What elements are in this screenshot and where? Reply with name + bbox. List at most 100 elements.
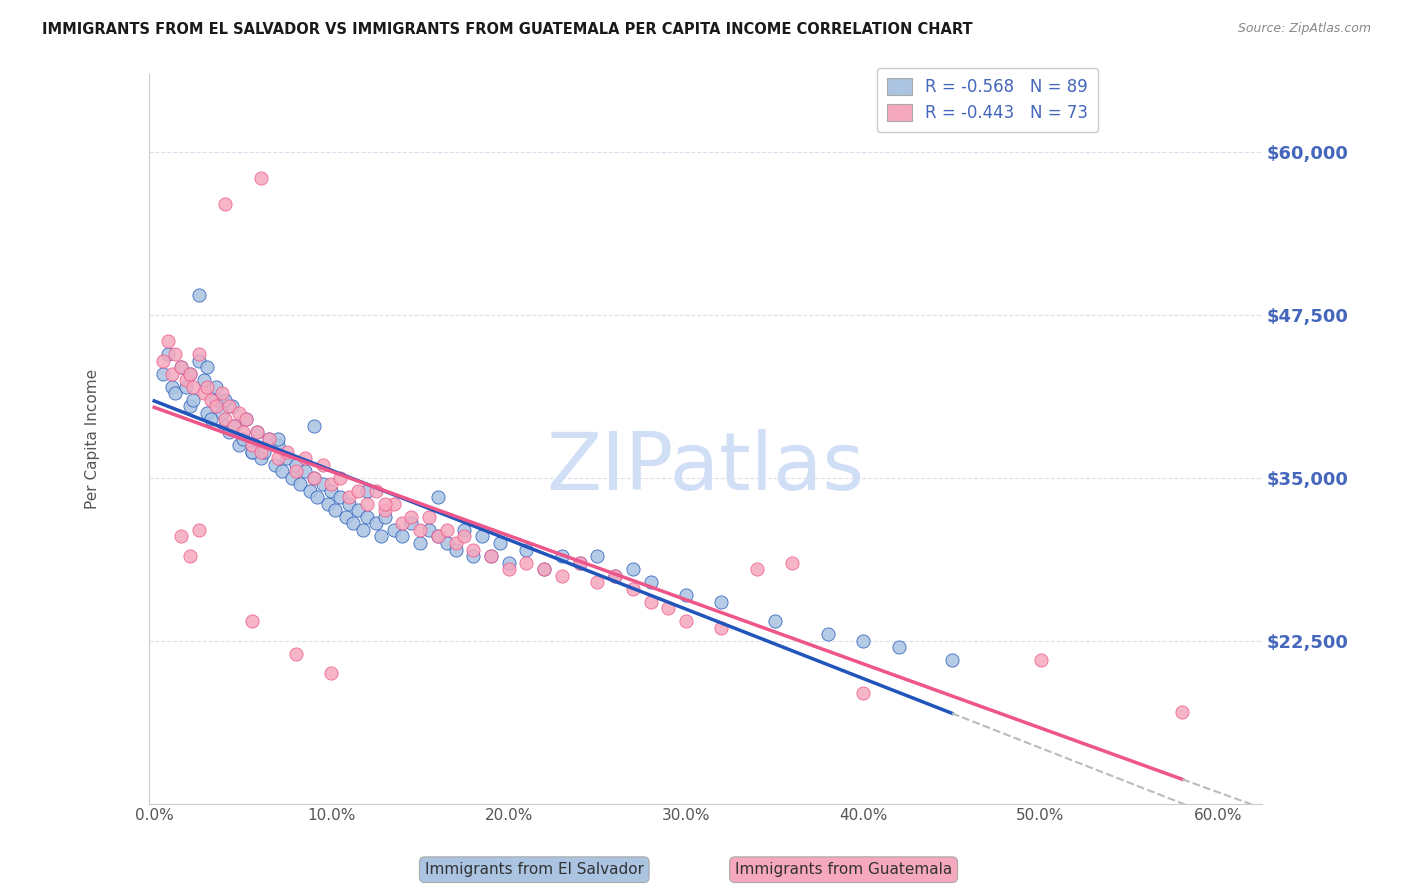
Point [187,353,209,368]
Point [222,418,245,433]
Point [621,582,644,596]
Point [249,171,271,186]
Point [187,347,209,361]
Point [941,653,963,667]
Point [621,562,644,576]
Point [152,353,174,368]
Point [302,471,325,485]
Point [165,386,187,401]
Point [533,562,555,576]
Point [323,503,346,517]
Point [285,464,308,478]
Point [240,445,263,459]
Point [270,464,292,478]
Point [276,451,298,466]
Point [179,399,201,413]
Point [374,503,396,517]
Point [240,445,263,459]
Point [249,445,271,459]
Point [302,471,325,485]
Point [240,438,263,452]
Point [321,666,343,681]
Point [382,497,405,511]
Point [640,594,662,608]
Point [246,425,269,440]
Point [157,347,180,361]
Point [218,399,240,413]
Point [391,516,413,531]
Point [197,379,219,393]
Point [329,491,352,505]
Point [399,510,422,524]
Point [745,562,768,576]
Point [165,347,187,361]
Point [197,360,219,375]
Point [852,633,875,648]
Point [211,406,233,420]
Point [852,686,875,700]
Point [515,556,537,570]
Legend: R = -0.568   N = 89, R = -0.443   N = 73: R = -0.568 N = 89, R = -0.443 N = 73 [876,68,1098,132]
Point [193,373,215,387]
Point [675,614,697,628]
Point [453,523,475,537]
Point [568,556,591,570]
Point [342,516,364,531]
Point [311,458,333,472]
Point [782,556,804,570]
Point [887,640,910,655]
Point [211,386,233,401]
Point [498,562,520,576]
Point [479,549,502,563]
Point [436,536,458,550]
Point [364,516,387,531]
Point [253,445,276,459]
Point [426,529,449,543]
Point [675,588,697,602]
Point [463,549,485,563]
Point [418,523,440,537]
Point [471,529,494,543]
Point [232,432,254,446]
Point [586,549,609,563]
Point [235,412,257,426]
Point [382,523,405,537]
Point [374,510,396,524]
Point [586,575,609,590]
Point [321,483,343,498]
Point [370,529,392,543]
Point [436,523,458,537]
Point [1171,706,1194,720]
Point [335,510,357,524]
Point [533,562,555,576]
Point [222,418,245,433]
Point [218,425,240,440]
Point [364,483,387,498]
Point [640,575,662,590]
Point [551,568,574,582]
Point [267,432,290,446]
Point [285,458,308,472]
Point [249,451,271,466]
Point [205,379,228,393]
Point [214,418,236,433]
Point [197,406,219,420]
Point [657,601,679,615]
Point [302,418,325,433]
Point [263,458,285,472]
Point [214,197,236,211]
Point [463,542,485,557]
Point [267,438,290,452]
Text: IMMIGRANTS FROM EL SALVADOR VS IMMIGRANTS FROM GUATEMALA PER CAPITA INCOME CORRE: IMMIGRANTS FROM EL SALVADOR VS IMMIGRANT… [42,22,973,37]
Text: ZIPatlas: ZIPatlas [547,429,865,507]
Point [311,477,333,491]
Point [281,471,304,485]
Point [232,425,254,440]
Point [228,438,250,452]
Point [240,614,263,628]
Point [205,392,228,407]
Point [489,536,512,550]
Point [426,529,449,543]
Point [356,497,378,511]
Point [193,386,215,401]
